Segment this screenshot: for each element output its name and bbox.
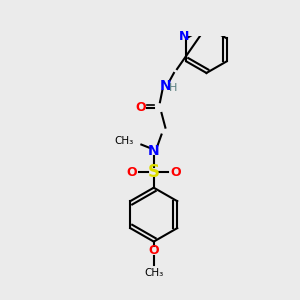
Text: O: O — [127, 166, 137, 179]
Text: CH₃: CH₃ — [144, 268, 164, 278]
Text: O: O — [148, 244, 159, 256]
Text: O: O — [170, 166, 181, 179]
Text: H: H — [169, 82, 177, 93]
Text: N: N — [148, 144, 160, 158]
Text: S: S — [148, 163, 160, 181]
Text: O: O — [135, 101, 146, 114]
Text: CH₃: CH₃ — [115, 136, 134, 146]
Text: N: N — [160, 79, 171, 93]
Text: N: N — [179, 30, 189, 43]
